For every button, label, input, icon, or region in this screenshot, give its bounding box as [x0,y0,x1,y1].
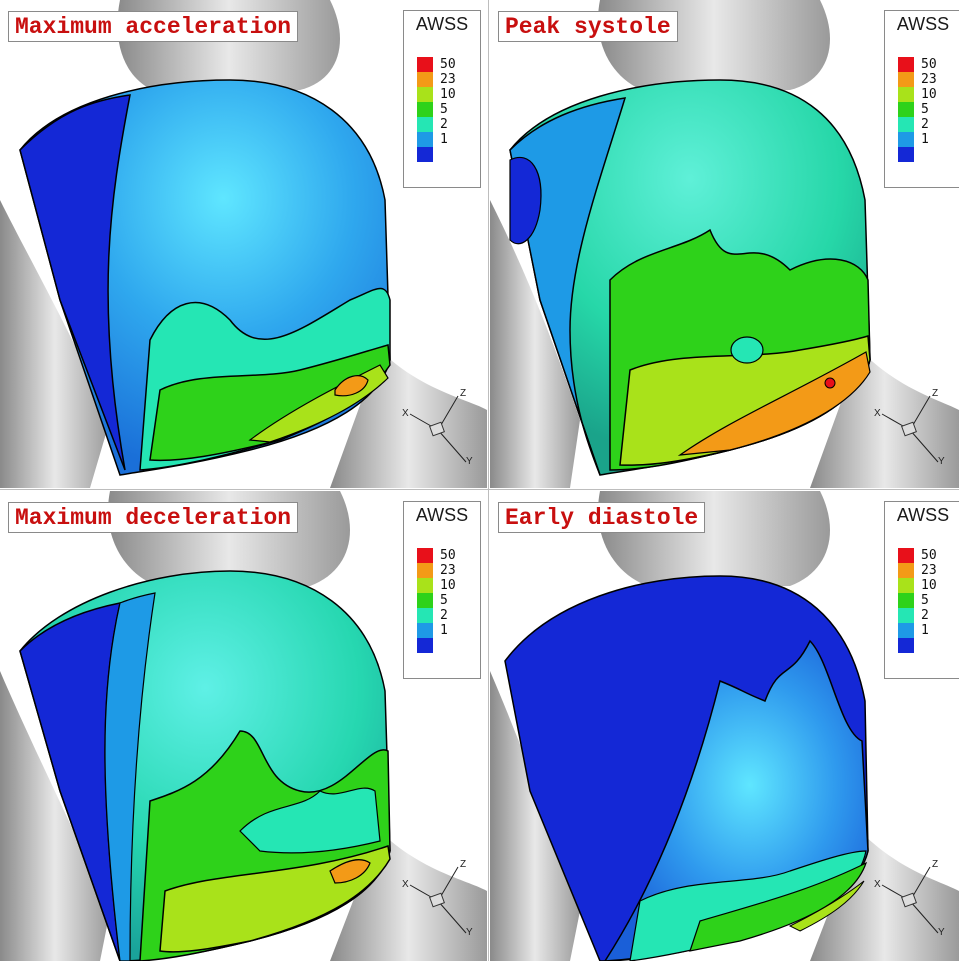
axis-label-z: Z [460,859,466,870]
legend-label: 23 [440,563,456,578]
legend-label: 50 [440,548,456,563]
legend-label: 50 [440,57,456,72]
panel-maximum-acceleration: Maximum acceleration AWSS 50 23 10 5 2 1… [0,0,487,488]
legend-swatch [898,72,914,87]
legend-label: 2 [921,117,929,132]
axis-label-y: Y [466,927,473,937]
legend-label: 50 [921,548,937,563]
axis-label-x: X [402,408,409,419]
axis-label-z: Z [932,388,938,399]
legend-swatch [898,563,914,578]
legend-swatch [417,608,433,623]
legend-swatch [417,548,433,563]
axis-label-y: Y [938,927,945,937]
awss-legend: AWSS 50 23 10 5 2 1 [884,501,959,679]
legend-label: 5 [921,102,929,117]
panel-maximum-deceleration: Maximum deceleration AWSS 50 23 10 5 2 1… [0,491,487,961]
awss-legend: AWSS 50 23 10 5 2 1 [403,501,481,679]
axis-label-y: Y [938,456,945,466]
axis-label-z: Z [460,388,466,399]
legend-swatch [898,623,914,638]
legend-label: 23 [921,563,937,578]
legend-swatch [417,132,433,147]
legend-title: AWSS [885,504,959,526]
legend-swatch [417,57,433,72]
legend-label: 5 [921,593,929,608]
legend-label: 1 [440,132,448,147]
axis-triad: Z X Y [872,386,952,466]
legend-title: AWSS [404,13,480,35]
legend-swatch [898,147,914,162]
axis-label-z: Z [932,859,938,870]
panel-peak-systole: Peak systole AWSS 50 23 10 5 2 1 Z X Y [490,0,959,488]
legend-label: 10 [921,87,937,102]
legend-swatch [417,147,433,162]
axis-label-x: X [874,408,881,419]
legend-label: 2 [440,117,448,132]
awss-legend: AWSS 50 23 10 5 2 1 [403,10,481,188]
legend-label: 1 [921,132,929,147]
legend-swatch [417,102,433,117]
panel-divider-vertical [488,0,489,961]
legend-swatch [898,117,914,132]
legend-label: 1 [440,623,448,638]
legend-swatch [898,132,914,147]
legend-label: 10 [440,578,456,593]
legend-label: 23 [921,72,937,87]
legend-swatch [898,57,914,72]
axis-triad: Z X Y [400,857,480,937]
legend-label: 50 [921,57,937,72]
legend-swatch [417,578,433,593]
legend-swatch [417,117,433,132]
panel-title: Maximum acceleration [8,11,298,42]
panel-title: Early diastole [498,502,705,533]
legend-swatch [898,578,914,593]
legend-swatch [898,87,914,102]
legend-swatch [898,548,914,563]
panel-title: Peak systole [498,11,678,42]
axis-triad: Z X Y [400,386,480,466]
legend-swatch [417,623,433,638]
legend-label: 2 [921,608,929,623]
legend-label: 10 [440,87,456,102]
awss-legend: AWSS 50 23 10 5 2 1 [884,10,959,188]
legend-swatch [417,72,433,87]
legend-swatch [898,593,914,608]
legend-label: 1 [921,623,929,638]
axis-label-x: X [874,879,881,890]
legend-swatch [417,593,433,608]
axis-label-y: Y [466,456,473,466]
axis-triad: Z X Y [872,857,952,937]
legend-swatch [417,563,433,578]
legend-title: AWSS [885,13,959,35]
legend-swatch [417,87,433,102]
axis-label-x: X [402,879,409,890]
legend-swatch [898,638,914,653]
legend-label: 5 [440,102,448,117]
legend-label: 10 [921,578,937,593]
legend-label: 23 [440,72,456,87]
panel-early-diastole: Early diastole AWSS 50 23 10 5 2 1 Z X Y [490,491,959,961]
legend-swatch [898,608,914,623]
panel-divider-horizontal [0,489,959,490]
panel-title: Maximum deceleration [8,502,298,533]
legend-swatch [417,638,433,653]
legend-label: 2 [440,608,448,623]
legend-label: 5 [440,593,448,608]
legend-swatch [898,102,914,117]
legend-title: AWSS [404,504,480,526]
